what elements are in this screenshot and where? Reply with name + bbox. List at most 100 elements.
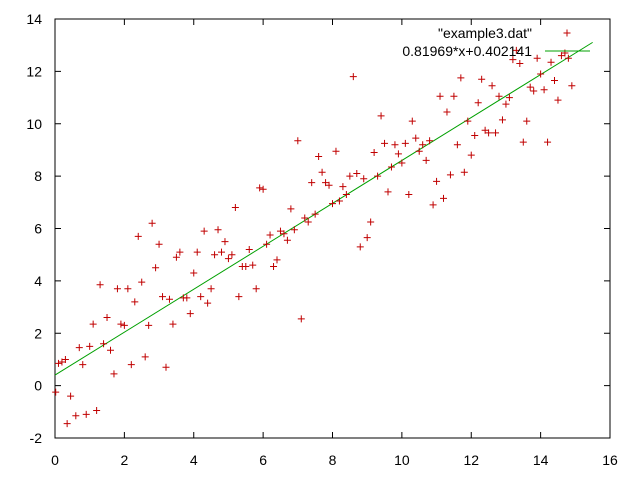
data-point bbox=[485, 129, 493, 137]
data-point bbox=[544, 138, 552, 146]
data-point bbox=[86, 342, 94, 350]
data-point bbox=[315, 152, 323, 160]
data-point bbox=[124, 285, 132, 293]
fit-line-series bbox=[54, 41, 593, 376]
data-point bbox=[498, 116, 506, 124]
data-point bbox=[398, 159, 406, 167]
data-point bbox=[540, 86, 548, 94]
data-point bbox=[245, 245, 253, 253]
data-point bbox=[273, 256, 281, 264]
data-point bbox=[474, 99, 482, 107]
data-point bbox=[384, 188, 392, 196]
legend-marker-points bbox=[563, 29, 571, 37]
data-point bbox=[537, 70, 545, 78]
data-point bbox=[460, 168, 468, 176]
data-point bbox=[394, 150, 402, 158]
data-point bbox=[415, 147, 423, 155]
data-point bbox=[127, 361, 135, 369]
data-point bbox=[183, 294, 191, 302]
data-point bbox=[169, 320, 177, 328]
data-point bbox=[75, 344, 83, 352]
data-point bbox=[67, 392, 75, 400]
data-point bbox=[221, 238, 229, 246]
data-point bbox=[228, 251, 236, 259]
data-point bbox=[568, 82, 576, 90]
data-point bbox=[564, 54, 572, 62]
data-point bbox=[297, 315, 305, 323]
data-point bbox=[152, 264, 160, 272]
data-point bbox=[259, 185, 267, 193]
data-point bbox=[526, 83, 534, 91]
data-point bbox=[235, 293, 243, 301]
y-tick-label: 12 bbox=[26, 63, 42, 79]
data-point bbox=[131, 298, 139, 306]
data-point bbox=[200, 227, 208, 235]
data-point bbox=[342, 190, 350, 198]
data-point bbox=[551, 77, 558, 85]
legend-label-line: 0.81969*x+0.402141 bbox=[402, 43, 532, 59]
data-point bbox=[339, 183, 347, 191]
data-point bbox=[433, 177, 441, 185]
data-point bbox=[381, 139, 389, 147]
data-point bbox=[134, 232, 142, 240]
data-point bbox=[429, 201, 437, 209]
data-point bbox=[211, 251, 219, 259]
y-tick-labels: -2 0 2 4 6 8 10 12 14 bbox=[26, 11, 42, 446]
data-point bbox=[214, 226, 222, 234]
data-point bbox=[96, 281, 104, 289]
x-tick-label: 16 bbox=[602, 452, 618, 468]
data-point bbox=[176, 248, 184, 256]
y-tick-label: 0 bbox=[34, 378, 42, 394]
data-point bbox=[72, 412, 80, 420]
data-point bbox=[353, 170, 361, 178]
data-point bbox=[419, 141, 427, 149]
data-point bbox=[329, 200, 336, 208]
data-point bbox=[533, 54, 541, 62]
data-point bbox=[204, 299, 212, 307]
data-point bbox=[61, 355, 69, 363]
data-point bbox=[387, 163, 395, 171]
data-point bbox=[107, 346, 114, 354]
data-point bbox=[159, 293, 167, 301]
data-point bbox=[155, 240, 163, 248]
data-point bbox=[165, 295, 173, 303]
data-point bbox=[308, 179, 316, 187]
data-point bbox=[290, 226, 298, 234]
x-tick-label: 0 bbox=[51, 452, 59, 468]
plot-frame bbox=[54, 18, 611, 439]
data-point bbox=[346, 172, 354, 180]
data-point bbox=[377, 112, 385, 120]
data-point bbox=[280, 230, 288, 238]
data-point bbox=[363, 234, 371, 242]
data-point bbox=[509, 56, 517, 64]
data-point bbox=[450, 92, 458, 100]
data-point bbox=[301, 214, 309, 222]
data-point bbox=[464, 117, 472, 125]
data-point bbox=[162, 363, 170, 371]
data-point bbox=[283, 236, 291, 244]
data-point bbox=[120, 321, 128, 329]
data-point bbox=[471, 132, 479, 140]
data-point bbox=[193, 248, 201, 256]
data-point bbox=[453, 141, 461, 149]
data-point bbox=[197, 293, 205, 301]
x-tick-label: 6 bbox=[259, 452, 267, 468]
data-point bbox=[422, 156, 430, 164]
data-point bbox=[138, 278, 146, 286]
y-tick-label: 14 bbox=[26, 11, 42, 27]
data-point bbox=[332, 147, 340, 155]
data-point bbox=[52, 388, 60, 396]
legend: "example3.dat" 0.81969*x+0.402141 bbox=[402, 25, 590, 59]
data-point bbox=[335, 197, 343, 205]
data-point bbox=[530, 87, 538, 95]
data-point bbox=[256, 184, 264, 192]
data-point bbox=[408, 117, 416, 125]
data-point bbox=[311, 210, 319, 218]
data-point bbox=[478, 75, 486, 83]
data-point bbox=[172, 253, 180, 261]
y-tick-label: 6 bbox=[34, 221, 42, 237]
x-tick-label: 8 bbox=[329, 452, 337, 468]
data-point bbox=[266, 231, 274, 239]
data-point bbox=[505, 94, 513, 102]
data-point bbox=[148, 219, 156, 227]
